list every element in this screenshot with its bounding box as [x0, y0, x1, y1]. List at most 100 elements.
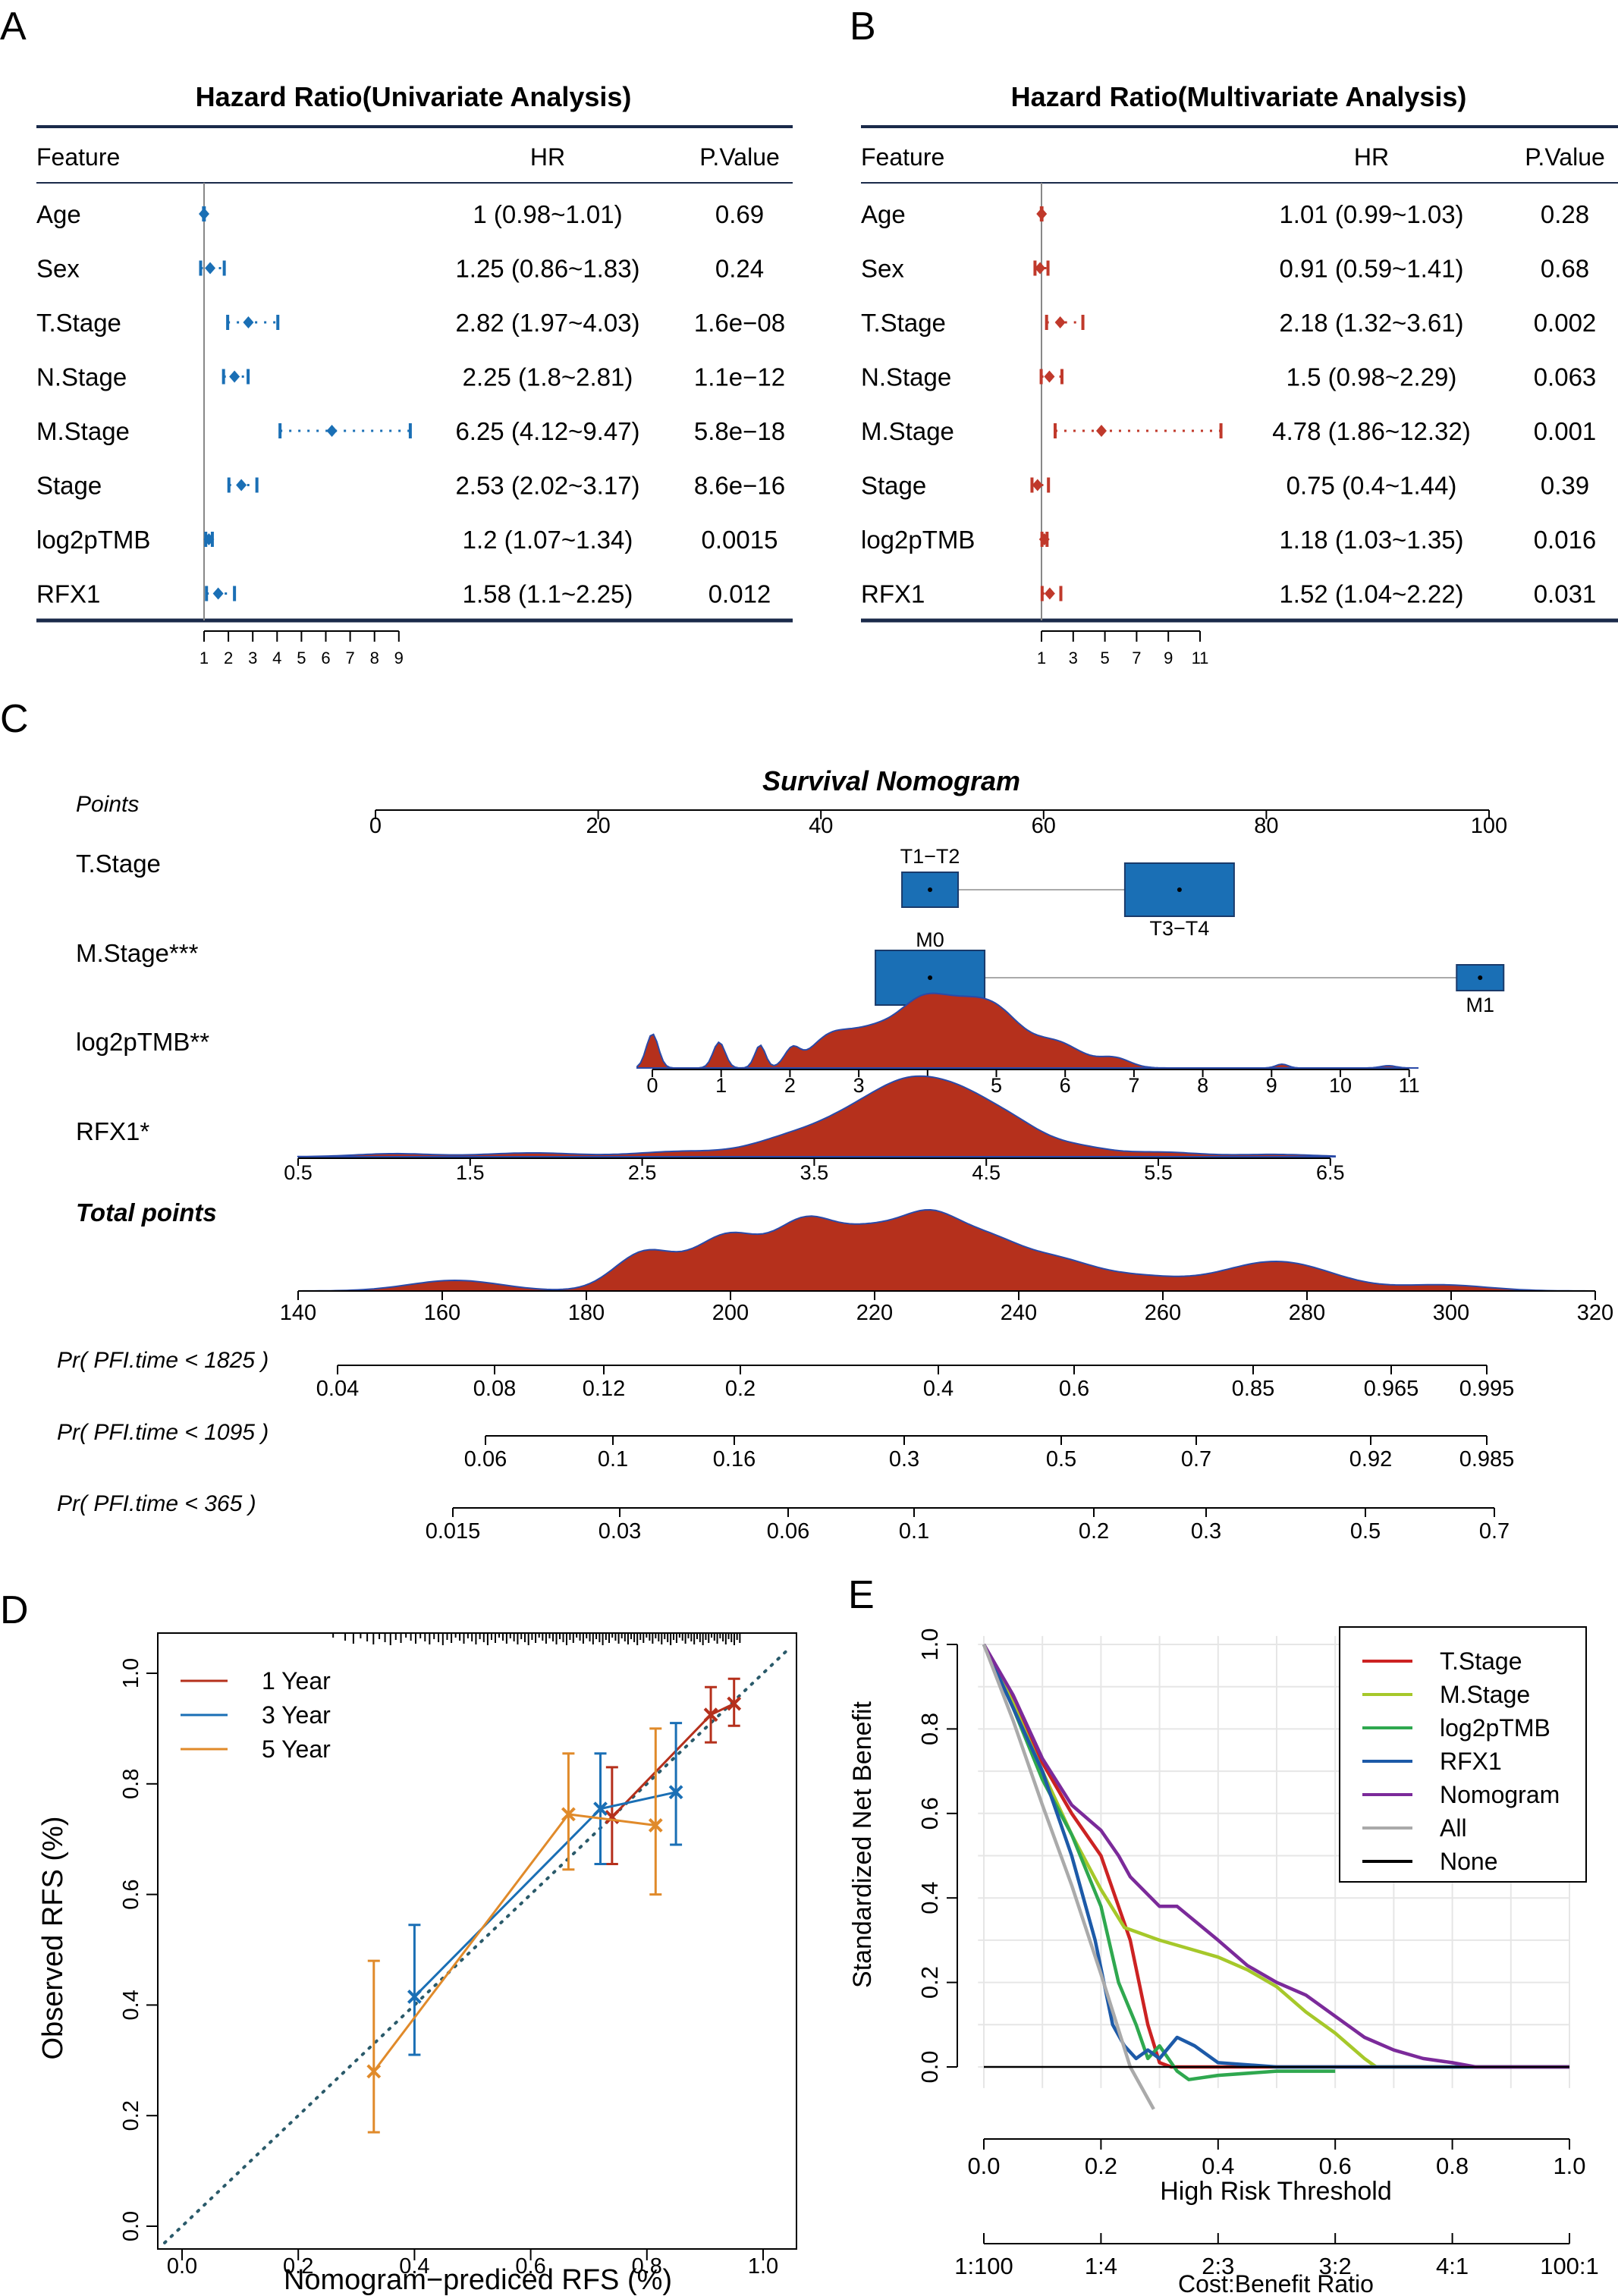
nomogram-rfx1-tick-label: 2.5 — [628, 1161, 657, 1184]
nomogram-prob-tick-label: 0.4 — [923, 1377, 954, 1401]
calib-point-marker — [668, 1785, 683, 1800]
dca-x-tick-label: 1.0 — [1553, 2153, 1585, 2179]
calib-ylabel: Observed RFS (%) — [37, 1817, 69, 2060]
nomogram-log2ptmb-tick-label: 11 — [1399, 1074, 1420, 1097]
forest-b-hr-point — [1044, 370, 1055, 383]
nomogram-log2ptmb-tick-label: 6 — [1060, 1074, 1071, 1097]
forest-b-p-value: 0.39 — [1541, 472, 1589, 500]
calib-point-marker — [593, 1801, 608, 1817]
forest-a-hr-text: 1 (0.98~1.01) — [473, 200, 622, 228]
forest-b-feature-label: RFX1 — [861, 580, 925, 608]
dca-x-tick-label: 0.4 — [1202, 2153, 1234, 2179]
dca-x2-tick-label: 4:1 — [1436, 2253, 1469, 2279]
nomogram-total-tick-label: 180 — [568, 1301, 605, 1325]
nomogram-prob-tick-label: 0.04 — [316, 1377, 359, 1401]
calib-x-tick-label: 0.0 — [167, 2254, 197, 2279]
forest-a-hr-text: 1.25 (0.86~1.83) — [455, 255, 639, 283]
nomogram-log2ptmb-tick-label: 0 — [646, 1074, 658, 1097]
nomogram-log2ptmb-label: log2pTMB** — [76, 1028, 209, 1056]
calib-point-marker — [727, 1696, 742, 1711]
dca-x-tick-label: 0.2 — [1085, 2153, 1117, 2179]
forest-a-x-tick-label: 8 — [370, 649, 379, 667]
nomogram-prob-tick-label: 0.7 — [1479, 1519, 1510, 1544]
forest-a-hr-point — [236, 479, 247, 492]
nomogram-total-tick-label: 260 — [1145, 1301, 1181, 1325]
nomogram-total-label: Total points — [76, 1198, 217, 1227]
nomogram-prob-tick-label: 0.1 — [598, 1447, 628, 1472]
forest-b-x-tick-label: 7 — [1132, 649, 1141, 667]
forest-a-feature-label: N.Stage — [36, 363, 127, 391]
forest-b-p-value: 0.68 — [1541, 255, 1589, 283]
nomogram-total-density — [297, 1208, 1595, 1292]
forest-a-x-tick-label: 6 — [321, 649, 330, 667]
nomogram-points-tick-label: 40 — [809, 814, 833, 838]
nomogram-prob-tick-label: 0.985 — [1459, 1447, 1515, 1472]
calib-y-tick-label: 0.8 — [119, 1769, 143, 1799]
dca-legend-label: T.Stage — [1440, 1647, 1522, 1675]
forest-a-x-tick-label: 3 — [248, 649, 257, 667]
nomogram-prob-tick-label: 0.92 — [1349, 1447, 1392, 1472]
forest-a-x-tick-label: 5 — [297, 649, 306, 667]
dca-ylabel: Standardized Net Benefit — [848, 1701, 877, 1988]
nomogram-prob-tick-label: 0.12 — [583, 1377, 625, 1401]
forest-a-title: Hazard Ratio(Univariate Analysis) — [196, 81, 632, 112]
forest-b-feature-label: T.Stage — [861, 309, 946, 337]
forest-b-feature-label: log2pTMB — [861, 526, 975, 554]
calib-y-tick-label: 1.0 — [119, 1658, 143, 1688]
calib-legend-label: 5 Year — [262, 1735, 331, 1763]
forest-b-col-feature: Feature — [861, 143, 944, 171]
calib-xlabel: Nomogram−prediced RFS (%) — [284, 2264, 672, 2296]
nomogram-prob-tick-label: 0.85 — [1232, 1377, 1274, 1401]
nomogram-log2ptmb-tick-label: 8 — [1197, 1074, 1208, 1097]
dca-x2-tick-label: 2:3 — [1202, 2253, 1234, 2279]
nomogram-mstage-dot — [928, 975, 933, 980]
nomogram-prob-tick-label: 0.995 — [1459, 1377, 1515, 1401]
forest-b-p-value: 0.002 — [1534, 309, 1597, 337]
forest-b-x-tick-label: 11 — [1192, 649, 1209, 667]
nomogram-prob-tick-label: 0.16 — [713, 1447, 756, 1472]
nomogram-prob1825-label: Pr( PFI.time < 1825 ) — [57, 1348, 269, 1373]
nomogram-rfx1-label: RFX1* — [76, 1117, 149, 1145]
dca-series-line — [982, 1644, 1569, 2069]
calib-legend-label: 1 Year — [262, 1667, 331, 1695]
dca-legend-label: All — [1440, 1814, 1467, 1842]
dca-legend-label: None — [1440, 1848, 1498, 1875]
forest-a-hr-point — [326, 425, 338, 437]
forest-b-p-value: 0.016 — [1534, 526, 1597, 554]
dca-y-tick-label: 0.8 — [916, 1713, 943, 1745]
nomogram-mstage-level-label: M1 — [1466, 994, 1494, 1016]
nomogram-prob-tick-label: 0.2 — [1079, 1519, 1109, 1544]
nomogram-prob-tick-label: 0.5 — [1046, 1447, 1076, 1472]
nomogram-total-tick-label: 200 — [712, 1301, 749, 1325]
calib-series-line — [372, 1813, 656, 2072]
dca-x2-tick-label: 1:100 — [954, 2253, 1013, 2279]
forest-b-hr-text: 1.18 (1.03~1.35) — [1279, 526, 1463, 554]
forest-a-p-value: 0.0015 — [702, 526, 778, 554]
forest-a-x-tick-label: 1 — [200, 649, 209, 667]
dca-x-tick-label: 0.6 — [1319, 2153, 1352, 2179]
nomogram-points-label: Points — [76, 792, 139, 817]
forest-b-feature-label: Age — [861, 200, 906, 228]
calib-x-tick-label: 0.6 — [515, 2254, 545, 2279]
panel-letter-b: B — [850, 5, 876, 49]
forest-b-hr-text: 2.18 (1.32~3.61) — [1279, 309, 1463, 337]
forest-b-hr-point — [1096, 425, 1107, 437]
dca-x2label: Cost:Benefit Ratio — [1178, 2270, 1374, 2296]
forest-a-hr-text: 2.25 (1.8~2.81) — [463, 363, 633, 391]
nomogram-log2ptmb-tick-label: 9 — [1266, 1074, 1277, 1097]
calib-y-tick-label: 0.0 — [119, 2211, 143, 2241]
nomogram-points-tick-label: 0 — [369, 814, 382, 838]
calib-legend-label: 3 Year — [262, 1701, 331, 1729]
forest-b-feature-label: N.Stage — [861, 363, 951, 391]
forest-a-feature-label: M.Stage — [36, 417, 130, 445]
nomogram-prob-tick-label: 0.2 — [725, 1377, 756, 1401]
panel-letter-e: E — [848, 1573, 875, 1617]
forest-a-feature-label: T.Stage — [36, 309, 121, 337]
dca-legend-label: log2pTMB — [1440, 1714, 1550, 1742]
calib-point-marker — [366, 2064, 382, 2079]
forest-a-hr-text: 2.82 (1.97~4.03) — [455, 309, 639, 337]
forest-b-x-tick-label: 9 — [1164, 649, 1173, 667]
nomogram-total-tick-label: 320 — [1577, 1301, 1613, 1325]
calib-ideal-line — [163, 1649, 788, 2244]
